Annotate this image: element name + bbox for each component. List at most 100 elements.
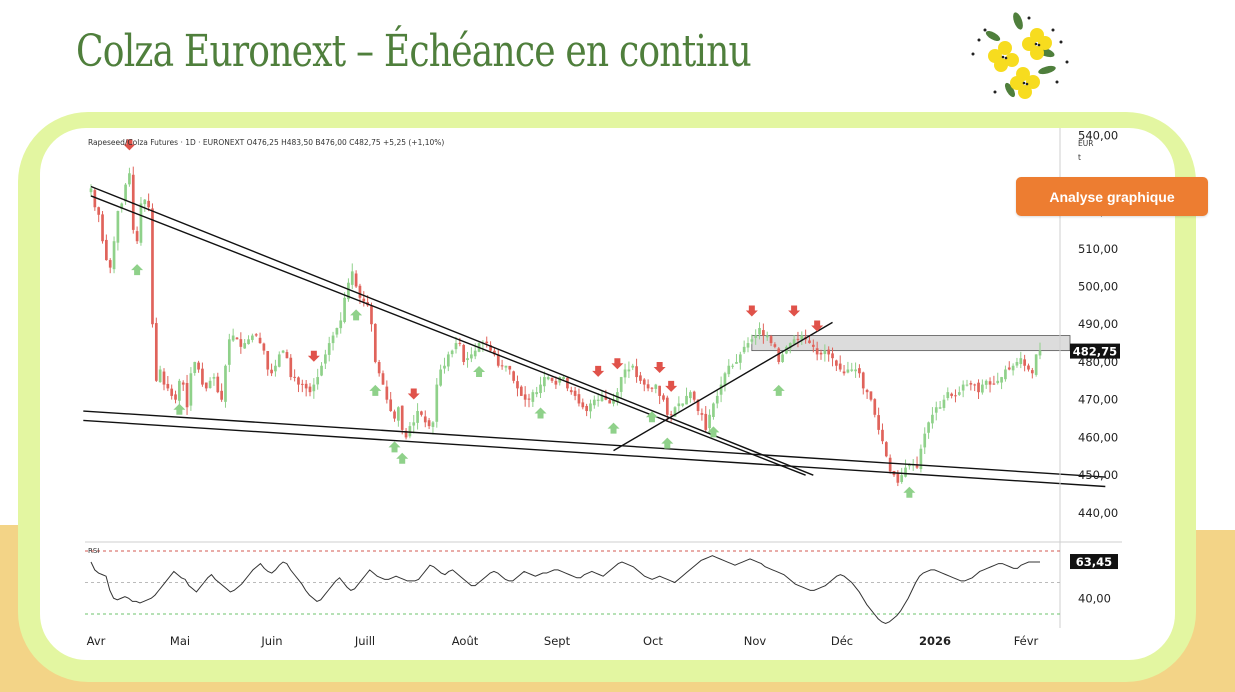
candle bbox=[158, 369, 162, 383]
y-tick-label: 510,00 bbox=[1078, 242, 1118, 256]
candle bbox=[266, 351, 270, 370]
candle bbox=[97, 207, 101, 215]
candle bbox=[658, 385, 661, 396]
candle bbox=[738, 354, 742, 363]
candle bbox=[881, 429, 884, 442]
candle bbox=[531, 392, 535, 402]
candle bbox=[742, 346, 746, 353]
candle bbox=[750, 339, 754, 342]
price-chart[interactable]: 540,00520,00510,00500,00490,00480,00470,… bbox=[40, 128, 1175, 660]
candle bbox=[516, 381, 519, 389]
candle bbox=[1004, 369, 1007, 380]
buy-signal-arrow bbox=[473, 365, 486, 377]
buy-signal-arrow bbox=[903, 486, 916, 498]
candle bbox=[285, 352, 289, 359]
candle bbox=[554, 380, 558, 385]
candle bbox=[689, 392, 692, 399]
candle bbox=[466, 358, 469, 361]
x-tick-label: Févr bbox=[1014, 634, 1039, 648]
candle bbox=[1038, 350, 1042, 356]
candle bbox=[696, 399, 700, 412]
candle bbox=[431, 422, 435, 427]
candle bbox=[969, 383, 973, 385]
candle bbox=[861, 372, 865, 389]
candle bbox=[627, 369, 631, 372]
candle bbox=[385, 386, 389, 400]
candle bbox=[596, 399, 600, 401]
buy-signal-arrow bbox=[534, 407, 547, 419]
candle bbox=[243, 343, 247, 349]
candle bbox=[216, 376, 220, 393]
candle bbox=[339, 320, 343, 329]
sell-signal-arrow bbox=[811, 320, 824, 332]
candle bbox=[251, 335, 254, 340]
candle bbox=[604, 396, 608, 400]
candle bbox=[984, 380, 988, 385]
candle bbox=[846, 369, 850, 373]
candle bbox=[677, 403, 681, 407]
candle bbox=[443, 365, 446, 369]
candle bbox=[877, 415, 880, 430]
x-tick-label: Sept bbox=[544, 634, 571, 648]
candle bbox=[247, 339, 250, 345]
buy-signal-arrow bbox=[369, 384, 382, 396]
candle bbox=[819, 352, 823, 355]
candle bbox=[788, 343, 792, 349]
last-price-label: 482,75 bbox=[1073, 345, 1117, 359]
candle bbox=[254, 334, 258, 336]
candle bbox=[762, 330, 765, 336]
chart-card: 540,00520,00510,00500,00490,00480,00470,… bbox=[40, 128, 1175, 660]
candle bbox=[151, 208, 154, 325]
candle bbox=[654, 384, 658, 389]
candle bbox=[489, 345, 492, 351]
candle bbox=[608, 400, 612, 404]
candle bbox=[204, 382, 208, 389]
candle bbox=[1019, 358, 1023, 365]
candle bbox=[573, 390, 577, 396]
candle bbox=[831, 353, 834, 359]
candle bbox=[312, 384, 316, 392]
x-tick-label: Juill bbox=[354, 634, 375, 648]
candle bbox=[523, 394, 527, 400]
candle bbox=[842, 371, 846, 374]
candle bbox=[1007, 367, 1011, 370]
page-title: Colza Euronext – Échéance en continu bbox=[76, 26, 752, 77]
x-tick-label: Mai bbox=[170, 634, 190, 648]
candle bbox=[1011, 365, 1015, 371]
buy-signal-arrow bbox=[350, 309, 363, 321]
candle bbox=[543, 377, 546, 387]
trendline bbox=[83, 410, 1106, 478]
sell-signal-arrow bbox=[745, 305, 758, 317]
candle bbox=[131, 174, 135, 230]
candle bbox=[1027, 365, 1030, 370]
candle bbox=[262, 343, 266, 351]
candle bbox=[1000, 377, 1003, 383]
candle bbox=[1030, 370, 1034, 374]
sell-signal-arrow bbox=[592, 365, 605, 377]
candle bbox=[873, 399, 877, 415]
x-tick-label: Oct bbox=[643, 634, 663, 648]
candle bbox=[185, 382, 189, 408]
candle bbox=[662, 395, 665, 400]
candle bbox=[715, 395, 719, 404]
analysis-button[interactable]: Analyse graphique bbox=[1016, 177, 1208, 216]
candle bbox=[669, 414, 673, 416]
candle bbox=[1034, 354, 1038, 375]
candle bbox=[827, 349, 831, 355]
candle bbox=[120, 203, 124, 209]
candle bbox=[931, 414, 934, 424]
candle bbox=[101, 214, 104, 242]
candle bbox=[393, 411, 396, 419]
candle bbox=[650, 387, 654, 389]
resistance-zone bbox=[751, 335, 1071, 352]
candle bbox=[297, 377, 300, 385]
candle bbox=[539, 384, 542, 394]
candle bbox=[324, 354, 327, 364]
candle bbox=[600, 395, 604, 402]
candle bbox=[504, 365, 508, 368]
candle bbox=[485, 341, 489, 344]
candle bbox=[197, 362, 200, 370]
candle bbox=[765, 335, 769, 338]
candle bbox=[381, 373, 385, 385]
buy-signal-arrow bbox=[396, 452, 409, 464]
